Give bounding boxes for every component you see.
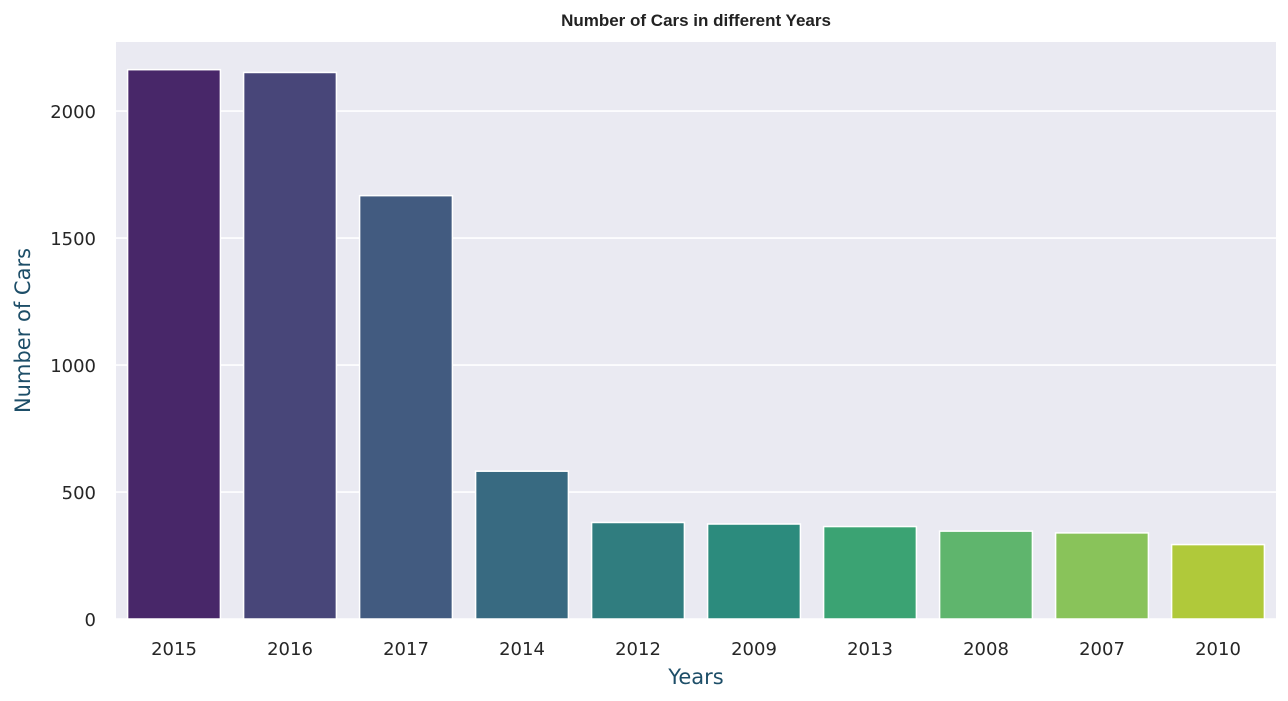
bar-2008 — [938, 530, 1034, 620]
bar-2016 — [242, 71, 338, 620]
y-tick-label: 500 — [62, 483, 96, 504]
bar-2017 — [358, 194, 454, 620]
x-tick-label: 2007 — [1079, 639, 1125, 660]
x-tick-label: 2014 — [499, 639, 545, 660]
bar-2010 — [1170, 543, 1266, 620]
x-tick-label: 2016 — [267, 639, 313, 660]
y-tick-label: 1500 — [50, 229, 96, 250]
x-tick-label: 2013 — [847, 639, 893, 660]
bar-2012 — [590, 521, 686, 620]
x-tick-label: 2012 — [615, 639, 661, 660]
chart-title: Number of Cars in different Years — [561, 11, 831, 30]
x-tick-label: 2008 — [963, 639, 1009, 660]
x-tick-label: 2010 — [1195, 639, 1241, 660]
x-tick-label: 2017 — [383, 639, 429, 660]
y-tick-label: 1000 — [50, 356, 96, 377]
y-axis-ticks: 0 500 1000 1500 2000 — [50, 102, 96, 631]
x-tick-label: 2009 — [731, 639, 777, 660]
bar-2007 — [1054, 532, 1150, 620]
y-tick-label: 2000 — [50, 102, 96, 123]
y-tick-label: 0 — [85, 610, 96, 631]
y-axis-label: Number of Cars — [11, 248, 35, 413]
bar-2015 — [126, 68, 222, 620]
bars — [126, 68, 1266, 620]
x-axis-ticks: 2015 2016 2017 2014 2012 2009 2013 2008 2007 2010 — [151, 639, 1241, 660]
x-tick-label: 2015 — [151, 639, 197, 660]
x-axis-label: Years — [667, 665, 723, 689]
bar-2013 — [822, 525, 918, 620]
bar-2014 — [474, 470, 570, 620]
bar-2009 — [706, 523, 802, 620]
